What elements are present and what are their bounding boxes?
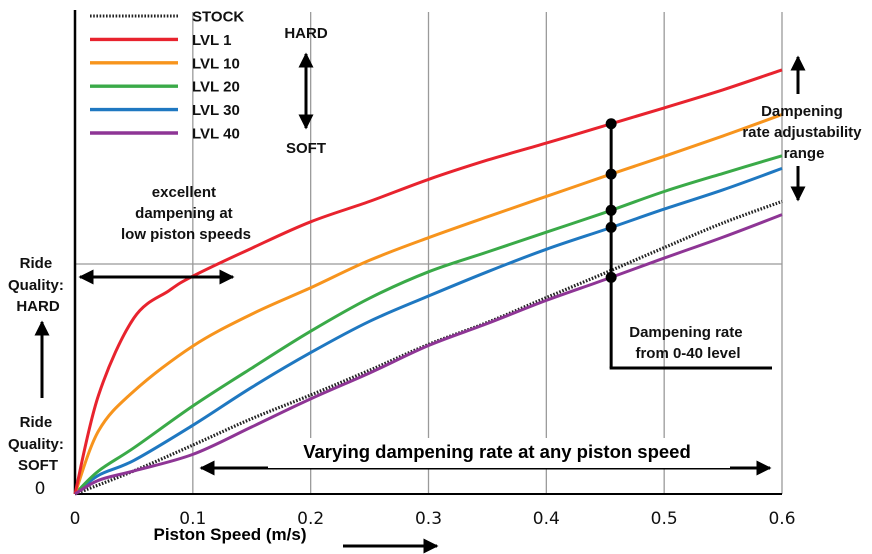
- x-tick-label: 0.5: [651, 509, 678, 529]
- legend: STOCK LVL 1 LVL 10 LVL 20 LVL 30 LVL 40: [90, 9, 244, 143]
- rate-reference-marks: [605, 118, 772, 370]
- annotation-ride-hard: Ride Quality: HARD: [8, 255, 68, 315]
- varying-rate-label-bg: [268, 438, 730, 468]
- rate-point-lvl-1: [605, 118, 617, 130]
- series-line-lvl-1: [73, 68, 783, 495]
- rate-point-lvl-30: [605, 221, 617, 233]
- annotation-rate-levels: Dampening rate from 0-40 level: [629, 324, 747, 362]
- x-axis-title: Piston Speed (m/s): [153, 525, 306, 544]
- annotation-low-speed: excellent dampening at low piston speeds: [121, 184, 251, 243]
- legend-label-lvl-1: LVL 1: [192, 32, 231, 49]
- x-tick-label: 0.6: [768, 509, 795, 529]
- series-line-lvl-40: [74, 213, 783, 496]
- legend-label-stock: STOCK: [192, 9, 244, 26]
- rate-point-lvl-20: [605, 204, 617, 216]
- legend-label-lvl-30: LVL 30: [192, 102, 240, 119]
- legend-label-lvl-40: LVL 40: [192, 126, 240, 143]
- series-line-lvl-20: [73, 154, 783, 496]
- series-line-lvl-30: [74, 166, 783, 496]
- annotation-ride-soft: Ride Quality: SOFT: [8, 414, 68, 474]
- legend-soft-label: SOFT: [286, 140, 326, 157]
- x-tick-label: 0.4: [533, 509, 560, 529]
- series-curves: [73, 68, 783, 496]
- rate-point-lvl-10: [605, 168, 617, 180]
- x-tick-label: 0.3: [415, 509, 442, 529]
- legend-label-lvl-10: LVL 10: [192, 55, 240, 72]
- y-zero-label: 0: [35, 479, 46, 499]
- x-tick-labels: 0 0.1 0.2 0.3 0.4 0.5 0.6: [70, 509, 796, 529]
- rate-point-lvl-40: [605, 271, 617, 283]
- x-tick-label: 0: [70, 509, 81, 529]
- series-line-lvl-10: [73, 113, 783, 495]
- annotation-varying-rate: Varying dampening rate at any piston spe…: [303, 441, 691, 462]
- x-tick-label: 0.2: [297, 509, 324, 529]
- annotation-adjust-range: Dampening rate adjustability range: [742, 103, 865, 162]
- legend-label-lvl-20: LVL 20: [192, 79, 240, 96]
- x-tick-label: 0.1: [179, 509, 206, 529]
- legend-hard-label: HARD: [284, 25, 327, 42]
